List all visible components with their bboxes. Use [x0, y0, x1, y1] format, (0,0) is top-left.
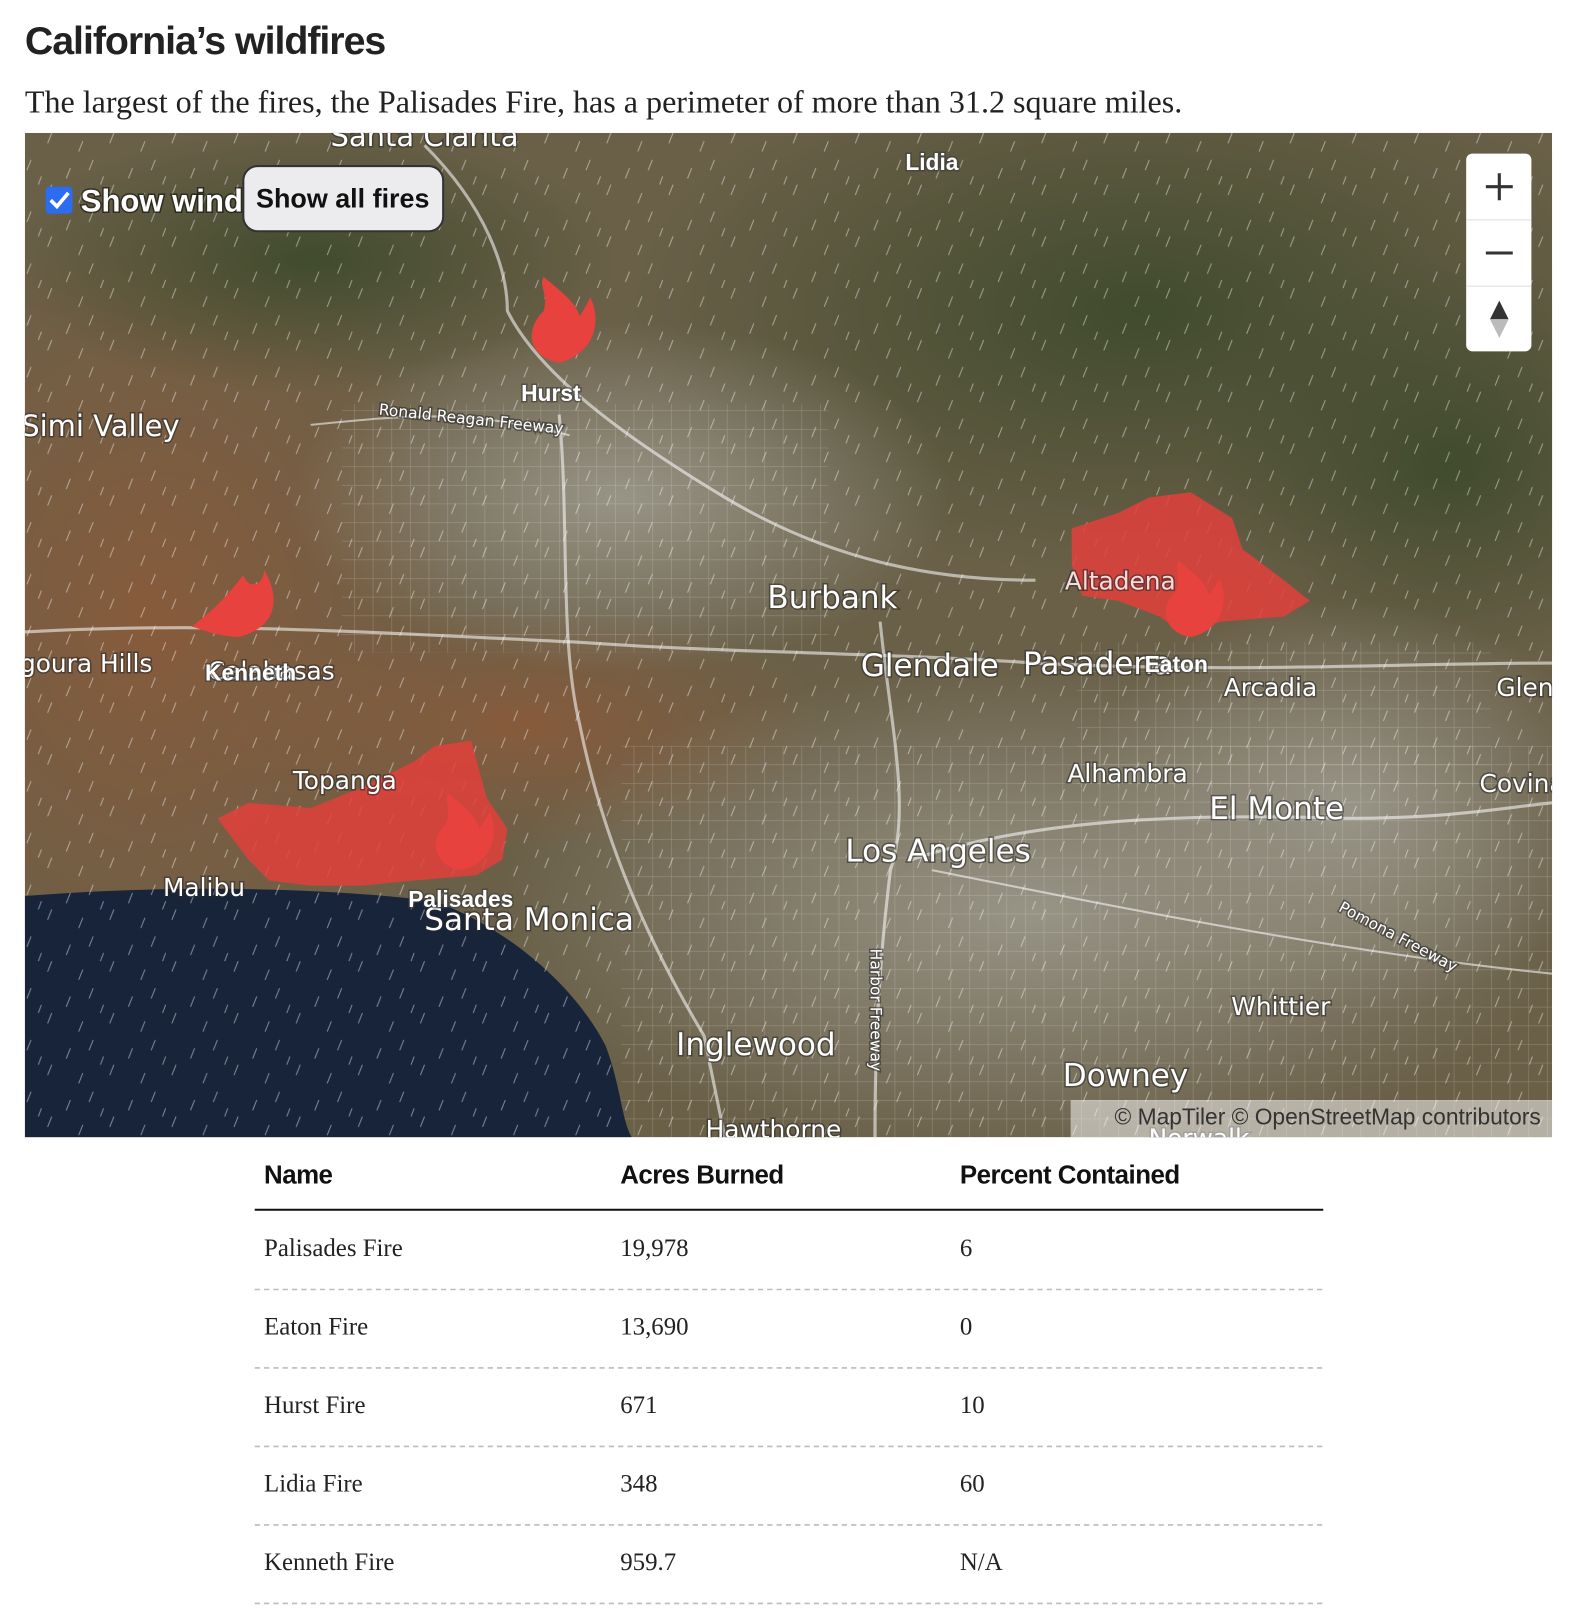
button[interactable] — [242, 164, 445, 233]
title: California’s wildfires — [25, 19, 386, 63]
column-header: Name — [264, 1161, 333, 1189]
attribution[interactable]: © MapTiler © OpenStreetMap contributors — [1115, 1104, 1541, 1130]
fire-label: Kenneth — [205, 659, 296, 685]
compass[interactable] — [1489, 300, 1509, 320]
place-label: Los Angeles — [845, 834, 1030, 870]
wind-overlay — [24, 132, 1553, 1138]
checkbox[interactable] — [45, 186, 73, 214]
place-label: Simi Valley — [21, 409, 179, 443]
place-label: Altadena — [1065, 566, 1176, 595]
table-cell: 671 — [620, 1392, 657, 1419]
show-wind-toggle[interactable]: Show wind — [45, 182, 244, 220]
fire-label: Lidia — [905, 149, 958, 175]
compass[interactable] — [1489, 319, 1509, 338]
table-cell: Lidia Fire — [264, 1470, 363, 1497]
fire-perimeter — [217, 740, 508, 886]
fire-label: Palisades — [408, 886, 513, 912]
place-label: Covina — [1480, 769, 1565, 798]
zoom-in[interactable] — [1485, 173, 1513, 201]
show-wind-label[interactable]: Show wind — [79, 182, 244, 220]
place-label: Santa Clarita — [331, 119, 519, 153]
table-cell: 348 — [620, 1470, 657, 1497]
place-label: Calabasas — [208, 656, 335, 685]
place-label: Hawthorne — [706, 1115, 842, 1144]
place-label: Topanga — [292, 766, 397, 795]
show-all-fires-button[interactable]: Show all fires — [242, 164, 445, 233]
subtitle: The largest of the fires, the Palisades … — [25, 83, 1182, 119]
table-cell: Hurst Fire — [264, 1392, 365, 1419]
table-cell: Kenneth Fire — [264, 1549, 394, 1576]
place-label: Malibu — [163, 873, 245, 902]
table-cell: 19,978 — [620, 1235, 688, 1262]
zoom-controls — [1466, 153, 1532, 352]
table: Name Acres Burned Percent Contained Palisad… — [254, 1161, 1324, 1605]
place-label: Arcadia — [1224, 673, 1317, 702]
table-cell: 6 — [960, 1235, 972, 1262]
checkmark — [49, 191, 70, 210]
place-label: Inglewood — [676, 1027, 835, 1063]
table-cell: Palisades Fire — [264, 1235, 403, 1262]
attribution-box — [1070, 1099, 1553, 1138]
place-label: Downey — [1063, 1058, 1188, 1094]
place-label: Agoura Hills — [3, 649, 152, 678]
map: Santa Clarita Simi Valley Agoura Hills C… — [3, 119, 1578, 1144]
column-header: Percent Contained — [960, 1161, 1180, 1189]
fire-label: Eaton — [1145, 651, 1208, 677]
table-cell: Eaton Fire — [264, 1313, 368, 1340]
place-labels: Santa Clarita Simi Valley Agoura Hills C… — [3, 119, 1578, 1144]
place-label: Glendora — [1496, 673, 1578, 702]
fire-icon — [531, 276, 596, 363]
place-label: Whittier — [1231, 992, 1331, 1021]
table-cell: 10 — [960, 1392, 985, 1419]
table-cell: 60 — [960, 1470, 985, 1497]
place-label: Glendale — [861, 648, 999, 684]
fire-icon — [1165, 560, 1224, 638]
table-cell: 0 — [960, 1313, 972, 1340]
road-label: Harbor Freeway — [866, 949, 884, 1072]
table-cell: 959.7 — [620, 1549, 676, 1576]
fire-label: Hurst — [521, 380, 581, 406]
place-label: Pasadena — [1023, 646, 1172, 682]
place-label: Alhambra — [1067, 759, 1187, 788]
table-cell: 13,690 — [620, 1313, 688, 1340]
fire-labels: Lidia Hurst Kenneth Eaton Palisades — [203, 147, 1209, 913]
fire-perimeter — [1071, 492, 1310, 632]
button-label[interactable]: Show all fires — [256, 183, 429, 213]
place-label: Santa Monica — [424, 902, 634, 938]
column-header: Acres Burned — [620, 1161, 783, 1189]
fire-icon — [435, 793, 494, 871]
place-label: Burbank — [767, 580, 897, 616]
fire-icons — [191, 276, 1224, 871]
place-label: El Monte — [1209, 791, 1344, 827]
table-cell: N/A — [960, 1549, 1003, 1576]
fire-icon — [191, 569, 274, 638]
